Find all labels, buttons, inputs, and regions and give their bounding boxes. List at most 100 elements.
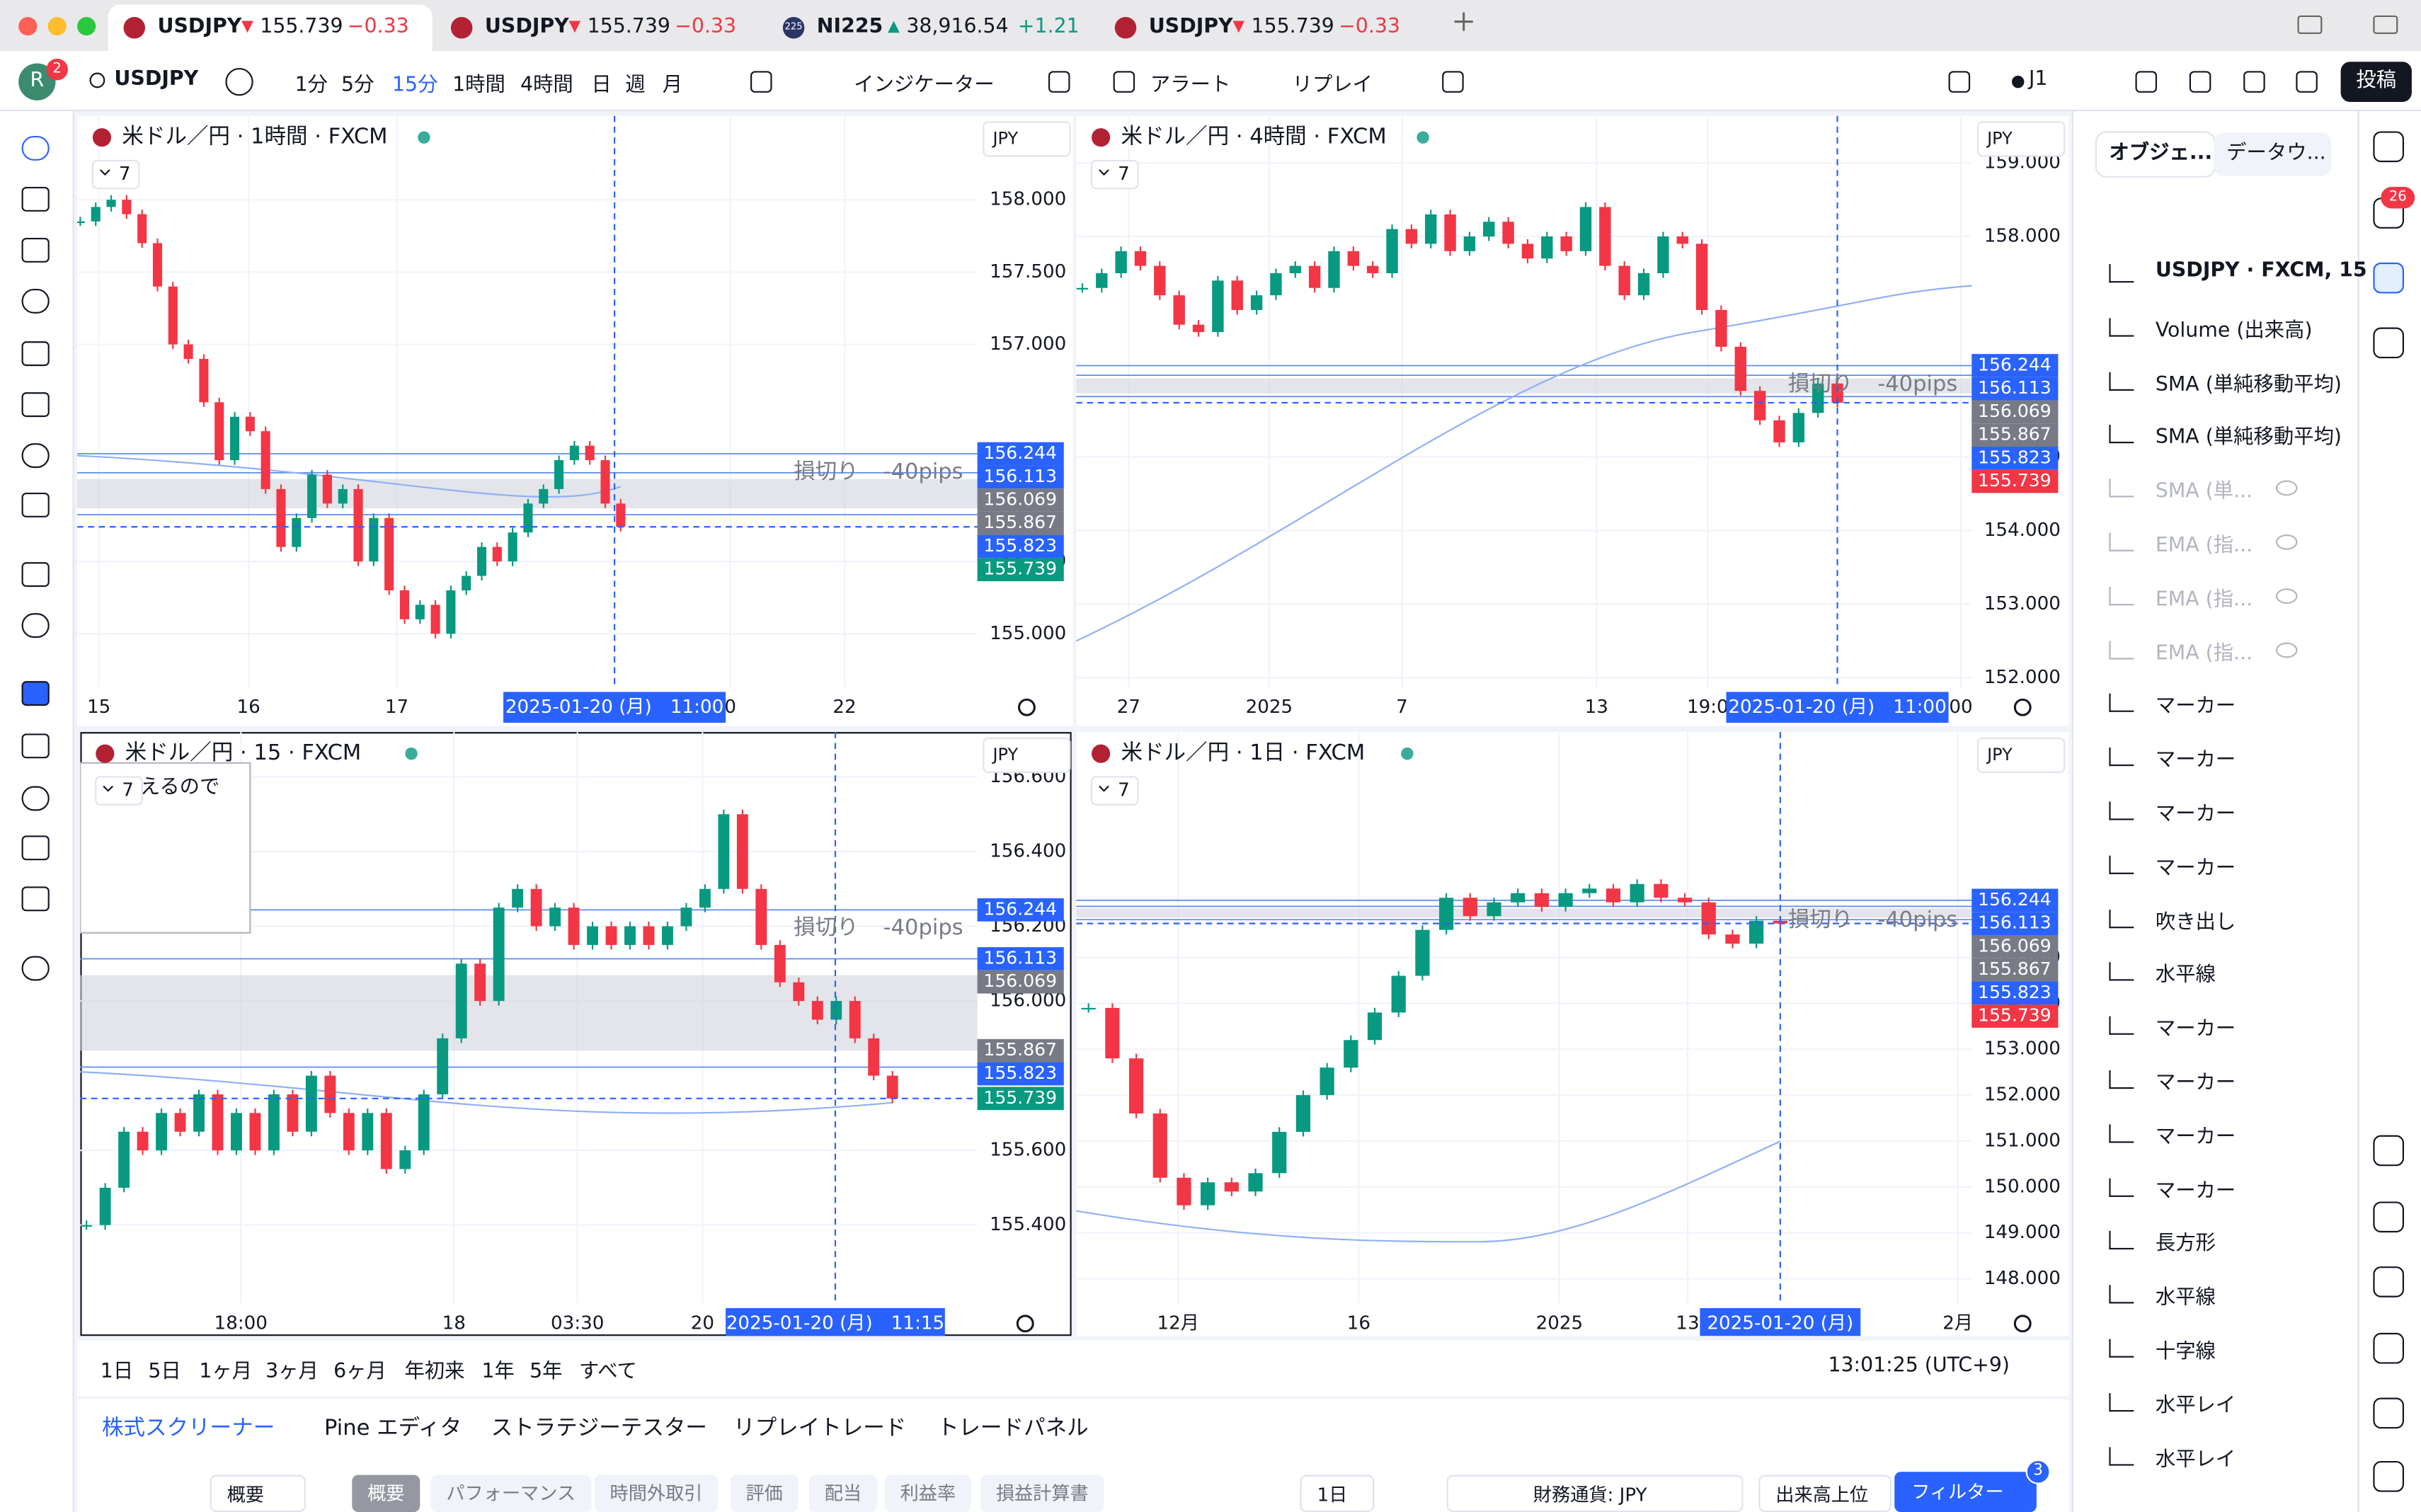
drawing-tool[interactable]: [21, 733, 50, 759]
screener-column-tab[interactable]: 時間外取引: [594, 1474, 719, 1512]
object-item[interactable]: EMA (指...: [2155, 588, 2253, 612]
range-button[interactable]: すべて: [578, 1361, 637, 1384]
widget-icon[interactable]: [2373, 1461, 2405, 1492]
interval-button[interactable]: 5分: [341, 74, 374, 98]
replay-button[interactable]: リプレイ: [1292, 74, 1373, 98]
object-item[interactable]: マーカー: [2155, 1179, 2236, 1203]
range-button[interactable]: 1ヶ月: [199, 1361, 253, 1384]
object-item[interactable]: EMA (指...: [2155, 641, 2253, 665]
minimize-button[interactable]: [47, 17, 67, 36]
widget-icon[interactable]: [2373, 262, 2405, 294]
bottom-tab[interactable]: Pine エディタ: [324, 1416, 462, 1441]
drawing-tool[interactable]: [21, 613, 50, 638]
window-icon[interactable]: [2297, 15, 2323, 35]
object-item[interactable]: マーカー: [2155, 803, 2236, 827]
drawing-tool[interactable]: [21, 835, 50, 861]
toolbar-icon[interactable]: [2135, 71, 2158, 93]
range-button[interactable]: 1日: [100, 1361, 134, 1384]
toolbar-icon[interactable]: [2243, 71, 2265, 93]
range-button[interactable]: 年初来: [404, 1361, 465, 1384]
toolbar-icon[interactable]: [1948, 71, 1971, 93]
toolbar-icon[interactable]: [1113, 71, 1135, 93]
widget-icon[interactable]: [2373, 1397, 2405, 1429]
window-icon[interactable]: [2373, 15, 2398, 35]
object-item[interactable]: マーカー: [2155, 1018, 2236, 1041]
drawing-tool[interactable]: [21, 289, 50, 314]
range-button[interactable]: 1年: [481, 1361, 515, 1384]
toolbar-icon[interactable]: [1048, 71, 1070, 93]
screener-column-tab[interactable]: パフォーマンス: [430, 1474, 591, 1512]
hidden-eye-icon[interactable]: [2275, 480, 2298, 496]
drawing-tool[interactable]: [21, 786, 50, 811]
object-item[interactable]: マーカー: [2155, 749, 2236, 773]
widget-icon[interactable]: [2373, 1135, 2405, 1167]
screener-column-tab[interactable]: 評価: [730, 1474, 799, 1512]
object-item[interactable]: マーカー: [2155, 1126, 2236, 1149]
object-item[interactable]: 水平線: [2155, 1286, 2216, 1310]
object-item[interactable]: USDJPY · FXCM, 15: [2155, 259, 2367, 283]
interval-button[interactable]: 1時間: [452, 74, 505, 98]
interval-select[interactable]: 1日: [1300, 1474, 1375, 1512]
browser-tab[interactable]: USDJPY ▼ 155.739 −0.33: [1099, 5, 1424, 51]
object-item[interactable]: 十字線: [2155, 1340, 2216, 1364]
toolbar-icon[interactable]: [2189, 71, 2211, 93]
toolbar-icon[interactable]: [2296, 71, 2318, 93]
screener-column-tab[interactable]: 配当: [808, 1474, 877, 1512]
range-button[interactable]: 5年: [530, 1361, 563, 1384]
drawing-tool[interactable]: [21, 187, 50, 212]
object-item[interactable]: 水平レイ: [2155, 1394, 2236, 1418]
interval-button[interactable]: 1分: [294, 74, 328, 98]
object-item[interactable]: SMA (単純移動平均): [2155, 373, 2342, 396]
widget-icon[interactable]: [2373, 1266, 2405, 1298]
drawing-tool[interactable]: [21, 341, 50, 367]
object-item[interactable]: マーカー: [2155, 695, 2236, 719]
alert-button[interactable]: アラート: [1150, 74, 1231, 98]
layout-button[interactable]: J1: [2028, 68, 2048, 91]
interval-button[interactable]: 週: [625, 74, 646, 98]
hidden-eye-icon[interactable]: [2275, 534, 2298, 550]
browser-tab[interactable]: 225 NI225 ▲ 38,916.54 +1.21: [767, 5, 1092, 51]
filter-button[interactable]: フィルター: [1894, 1472, 2037, 1512]
add-symbol-button[interactable]: [225, 68, 253, 96]
bottom-tab[interactable]: 株式スクリーナー: [101, 1416, 275, 1441]
browser-tab[interactable]: USDJPY ▼ 155.739 −0.33: [435, 5, 760, 51]
drawing-tool[interactable]: [21, 681, 50, 706]
bottom-tab[interactable]: リプレイトレード: [733, 1416, 907, 1441]
object-item[interactable]: マーカー: [2155, 1072, 2236, 1095]
bottom-tab[interactable]: トレードパネル: [937, 1416, 1089, 1441]
object-item[interactable]: SMA (単純移動平均): [2155, 427, 2342, 450]
range-button[interactable]: 6ヶ月: [333, 1361, 387, 1384]
drawing-tool[interactable]: [21, 886, 50, 912]
screener-column-tab[interactable]: 利益率: [884, 1474, 971, 1512]
drawing-tool[interactable]: [21, 238, 50, 263]
drawing-tool[interactable]: [21, 136, 50, 161]
close-button[interactable]: [18, 17, 38, 36]
drawing-tool[interactable]: [21, 956, 50, 981]
drawing-tool[interactable]: [21, 392, 50, 418]
object-item[interactable]: 吹き出し: [2155, 910, 2236, 934]
widget-icon[interactable]: [2373, 1201, 2405, 1233]
range-button[interactable]: 5日: [148, 1361, 181, 1384]
drawing-tool[interactable]: [21, 562, 50, 588]
object-item[interactable]: EMA (指...: [2155, 534, 2253, 558]
drawing-tool[interactable]: [21, 443, 50, 469]
object-item[interactable]: 長方形: [2155, 1232, 2216, 1256]
interval-button[interactable]: 日: [591, 74, 612, 98]
widget-icon[interactable]: [2373, 131, 2405, 163]
sort-select[interactable]: 出来高上位: [1758, 1474, 1891, 1512]
widget-icon[interactable]: [2373, 327, 2405, 359]
zoom-button[interactable]: [77, 17, 96, 36]
hidden-eye-icon[interactable]: [2275, 588, 2298, 604]
object-item[interactable]: SMA (単...: [2155, 480, 2253, 504]
screener-column-tab[interactable]: 損益計算書: [980, 1474, 1104, 1512]
currency-select[interactable]: 財務通貨: JPY: [1446, 1474, 1744, 1512]
new-tab-button[interactable]: [1451, 9, 1476, 34]
toolbar-icon[interactable]: [1442, 71, 1464, 93]
interval-button[interactable]: 15分: [392, 74, 438, 98]
range-button[interactable]: 3ヶ月: [265, 1361, 319, 1384]
screener-column-tab[interactable]: 概要: [352, 1474, 420, 1512]
widget-icon[interactable]: [2373, 1332, 2405, 1364]
view-select[interactable]: 概要: [210, 1474, 306, 1512]
object-item[interactable]: 水平レイ: [2155, 1448, 2236, 1472]
object-item[interactable]: 水平線: [2155, 964, 2216, 988]
